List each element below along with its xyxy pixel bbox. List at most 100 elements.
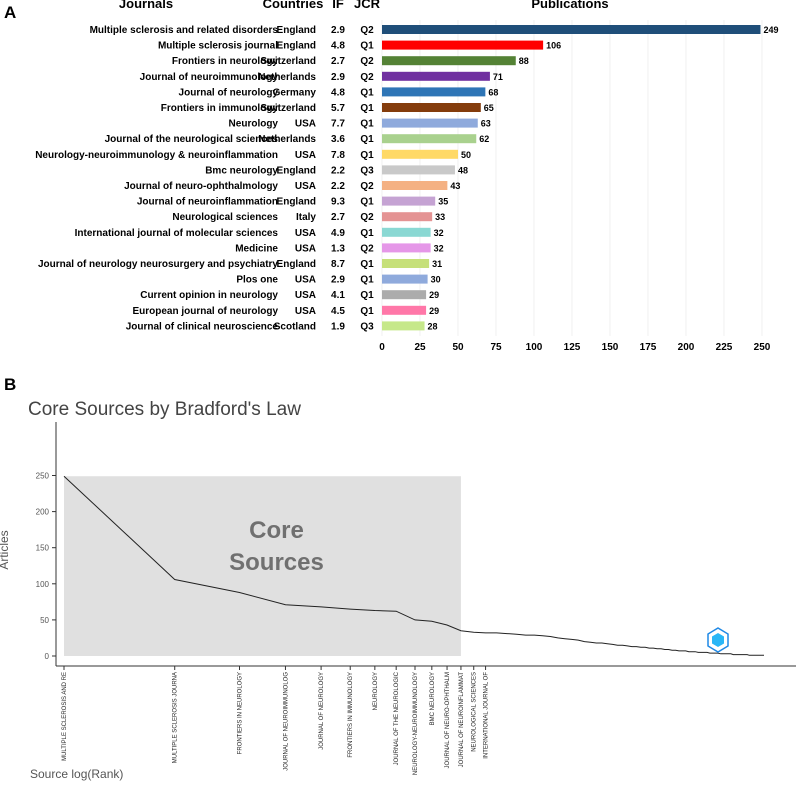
journal-jcr: Q1 — [360, 306, 374, 317]
publication-bar — [382, 165, 455, 175]
y-tick-label: 0 — [45, 652, 50, 661]
publication-bar — [382, 321, 425, 331]
x-tick-label: 25 — [414, 342, 426, 353]
x-tick-label: 125 — [564, 342, 581, 353]
journal-jcr: Q2 — [360, 56, 374, 67]
journal-jcr: Q1 — [360, 259, 374, 270]
journal-country: USA — [295, 228, 316, 239]
publication-bar — [382, 243, 431, 253]
x-tick-label: 200 — [678, 342, 695, 353]
journal-impact-factor: 9.3 — [331, 197, 345, 208]
journal-impact-factor: 4.8 — [331, 41, 345, 52]
publication-bar — [382, 227, 431, 237]
header-publications: Publications — [531, 0, 608, 11]
bar-value-label: 48 — [458, 165, 468, 175]
journal-impact-factor: 2.7 — [331, 56, 345, 67]
journal-name: International journal of molecular scien… — [75, 228, 279, 239]
journal-country: Switzerland — [260, 56, 316, 67]
publication-bar — [382, 103, 481, 112]
bar-value-label: 65 — [484, 103, 494, 113]
publication-bar — [382, 87, 486, 97]
journal-name: Frontiers in immunology — [161, 103, 279, 114]
x-tick-label: 100 — [526, 342, 543, 353]
x-tick-label: 250 — [754, 342, 771, 353]
bar-value-label: 29 — [429, 306, 439, 316]
x-tick-label: JOURNAL OF NEUROINFLAMMAT — [459, 672, 465, 768]
journal-name: Plos one — [236, 275, 278, 286]
core-sources-label-line2: Sources — [229, 549, 324, 576]
publications-gridlines — [381, 20, 763, 336]
journal-name: Journal of neuro-ophthalmology — [124, 181, 278, 192]
journal-country: England — [277, 259, 316, 270]
publication-bar — [382, 40, 544, 50]
header-if: IF — [332, 0, 344, 11]
x-tick-label: NEUROLOGICAL SCIENCES — [472, 672, 478, 752]
journal-country: England — [277, 25, 316, 36]
journal-impact-factor: 2.9 — [331, 25, 345, 36]
journal-impact-factor: 2.9 — [331, 72, 345, 83]
journal-impact-factor: 4.1 — [331, 290, 345, 301]
x-tick-label: JOURNAL OF NEUROLOGY — [319, 672, 325, 750]
publications-x-ticks: 0 25 50 75 100 125 150 175 200 225 250 — [379, 342, 771, 353]
journal-name: Frontiers in neurology — [172, 56, 279, 67]
journal-name: Journal of clinical neuroscience — [126, 321, 279, 332]
journal-jcr: Q2 — [360, 243, 374, 254]
journal-jcr: Q3 — [360, 321, 374, 332]
x-tick-label: BMC NEUROLOGY — [430, 672, 436, 725]
journal-impact-factor: 1.3 — [331, 243, 345, 254]
bar-value-label: 62 — [479, 134, 489, 144]
bar-value-label: 33 — [435, 212, 445, 222]
journal-rows: Multiple sclerosis and related disorders… — [35, 25, 779, 332]
x-tick-label: 225 — [716, 342, 733, 353]
header-journals: Journals — [119, 0, 173, 11]
x-tick-label: MULTIPLE SCLEROSIS AND RE — [62, 672, 68, 761]
journal-country: England — [277, 41, 316, 52]
panel-a-label: A — [4, 3, 16, 22]
journal-country: Netherlands — [258, 134, 316, 145]
journal-jcr: Q1 — [360, 150, 374, 161]
journal-country: England — [277, 197, 316, 208]
bradford-x-axis-label: Source log(Rank) — [30, 767, 123, 781]
publication-bar — [382, 274, 428, 284]
journal-jcr: Q1 — [360, 103, 374, 114]
journal-country: USA — [295, 181, 316, 192]
journal-name: Neurology — [229, 119, 279, 130]
publication-bar — [382, 212, 433, 222]
bradford-y-ticks: 0 50 100 150 200 250 — [36, 472, 56, 661]
bar-value-label: 249 — [763, 25, 778, 35]
journal-jcr: Q1 — [360, 197, 374, 208]
journal-country: USA — [295, 150, 316, 161]
journal-impact-factor: 4.9 — [331, 228, 345, 239]
bar-value-label: 28 — [428, 321, 438, 331]
journal-jcr: Q2 — [360, 212, 374, 223]
journal-impact-factor: 2.9 — [331, 275, 345, 286]
journal-country: Switzerland — [260, 103, 316, 114]
journal-jcr: Q2 — [360, 25, 374, 36]
journal-jcr: Q2 — [360, 72, 374, 83]
journal-country: USA — [295, 275, 316, 286]
journal-impact-factor: 2.2 — [331, 181, 345, 192]
x-tick-label: MULTIPLE SCLEROSIS JOURNA — [173, 672, 179, 763]
core-sources-label-line1: Core — [249, 517, 304, 544]
x-tick-label: 175 — [640, 342, 657, 353]
journal-jcr: Q1 — [360, 134, 374, 145]
bar-value-label: 35 — [438, 197, 448, 207]
journal-impact-factor: 2.2 — [331, 165, 345, 176]
publication-bar — [382, 181, 448, 190]
bar-value-label: 32 — [434, 243, 444, 253]
journal-name: Current opinion in neurology — [140, 290, 278, 301]
journal-name: Journal of neuroinflammation — [137, 197, 278, 208]
y-tick-label: 200 — [36, 508, 50, 517]
header-countries: Countries — [263, 0, 324, 11]
journal-country: USA — [295, 290, 316, 301]
journal-name: Multiple sclerosis and related disorders — [90, 25, 279, 36]
journal-jcr: Q1 — [360, 87, 374, 98]
x-tick-label: INTERNATIONAL JOURNAL OF — [484, 672, 490, 759]
y-tick-label: 100 — [36, 580, 50, 589]
y-tick-label: 250 — [36, 472, 50, 481]
journal-jcr: Q1 — [360, 228, 374, 239]
publication-bar — [382, 149, 458, 159]
journal-name: Bmc neurology — [205, 165, 278, 176]
x-tick-label: 150 — [602, 342, 619, 353]
publication-bar — [382, 118, 478, 128]
